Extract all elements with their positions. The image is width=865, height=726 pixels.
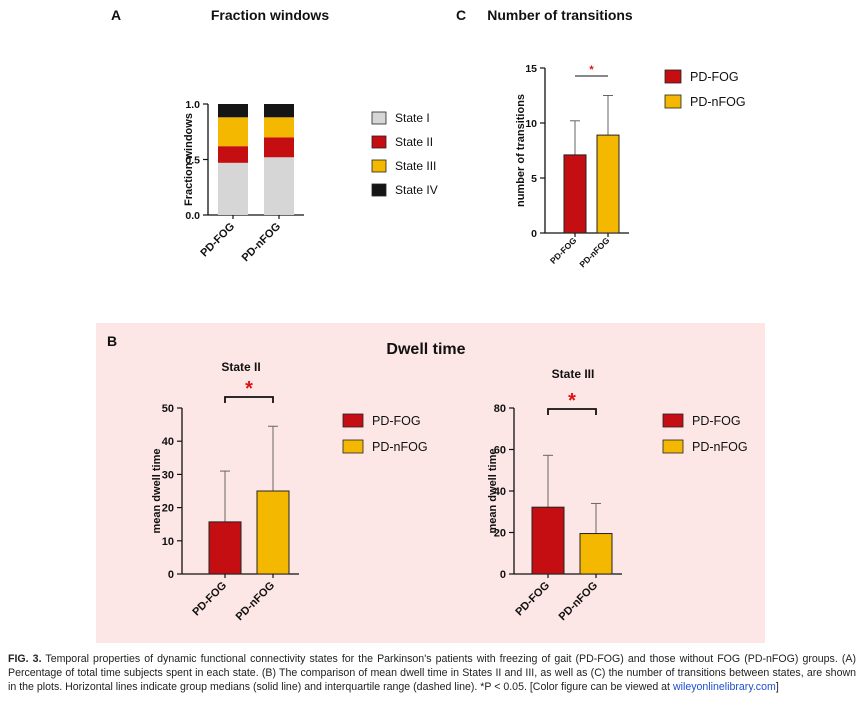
chart-number-of-transitions: C Number of transitions 0 5 10 15 number of tr… <box>456 7 746 269</box>
chart-fraction-windows: A Fraction windows 0.0 0.5 1.0 Fraction windo… <box>111 7 438 264</box>
y-tick-label: 80 <box>494 403 506 415</box>
y-axis-label: Fraction windows <box>183 113 195 206</box>
y-tick-label: 15 <box>525 63 537 75</box>
x-tick-label: PD-FOG <box>548 235 579 266</box>
legend-swatch <box>371 183 387 197</box>
panel-label: C <box>456 7 466 23</box>
x-tick-label: PD-nFOG <box>240 221 283 264</box>
legend-swatch <box>371 159 387 173</box>
panel-label: B <box>107 333 117 349</box>
legend-label: State III <box>395 159 436 173</box>
bar <box>596 134 620 234</box>
legend-swatch <box>662 413 684 428</box>
x-tick-label: PD-nFOG <box>577 235 611 269</box>
y-tick-label: 40 <box>162 436 174 448</box>
y-tick-label: 20 <box>162 503 174 515</box>
bar-segment <box>264 104 294 118</box>
legend-swatch <box>342 439 364 454</box>
group-title: Dwell time <box>386 341 465 358</box>
y-axis-label: mean dwell time <box>487 449 499 534</box>
chart-title: State III <box>552 367 595 381</box>
legend-label: PD-FOG <box>692 414 741 428</box>
significance-bracket <box>224 396 274 403</box>
bar-segment <box>264 137 294 158</box>
chart-title: Fraction windows <box>211 7 329 23</box>
bar <box>531 506 565 575</box>
bar <box>563 154 587 234</box>
legend-label: State IV <box>395 183 438 197</box>
y-tick-label: 40 <box>494 486 506 498</box>
y-tick-label: 1.0 <box>185 99 200 111</box>
bar-segment <box>264 117 294 138</box>
legend-label: State I <box>395 111 430 125</box>
bar <box>256 490 290 575</box>
y-axis-label: number of transitions <box>515 94 527 207</box>
bar-segment <box>218 162 248 215</box>
y-tick-label: 60 <box>494 445 506 457</box>
x-tick-label: PD-FOG <box>198 221 237 260</box>
significance-marker: * <box>568 390 576 412</box>
y-tick-label: 0.0 <box>185 210 200 222</box>
y-tick-label: 50 <box>162 403 174 415</box>
legend-label: PD-nFOG <box>372 440 428 454</box>
caption-label: FIG. 3. <box>8 653 42 665</box>
panel-label: A <box>111 7 121 23</box>
significance-bracket <box>547 408 597 415</box>
caption-end: ] <box>775 681 779 693</box>
legend-swatch <box>662 439 684 454</box>
legend-label: State II <box>395 135 433 149</box>
bar <box>579 533 613 575</box>
legend-swatch <box>371 135 387 149</box>
legend-label: PD-FOG <box>690 70 739 84</box>
legend-swatch <box>342 413 364 428</box>
bar-segment <box>264 157 294 215</box>
y-tick-label: 0.5 <box>185 155 200 167</box>
y-axis-label: mean dwell time <box>151 449 163 534</box>
figure: A Fraction windows 0.0 0.5 1.0 Fraction windo… <box>96 7 765 643</box>
chart-title: State II <box>221 360 260 374</box>
bar <box>208 521 242 575</box>
significance-marker: * <box>245 378 253 400</box>
y-tick-label: 10 <box>162 536 174 548</box>
y-tick-label: 20 <box>494 528 506 540</box>
chart-title: Number of transitions <box>487 7 633 23</box>
caption-text: Temporal properties of dynamic functiona… <box>8 653 856 693</box>
legend-label: PD-nFOG <box>692 440 748 454</box>
legend-swatch <box>664 69 682 84</box>
bar-segment <box>218 104 248 118</box>
legend-label: PD-FOG <box>372 414 421 428</box>
bar-segment <box>218 117 248 147</box>
legend-swatch <box>371 111 387 125</box>
bar-segment <box>218 146 248 163</box>
figure-caption: FIG. 3. Temporal properties of dynamic f… <box>8 652 856 694</box>
y-tick-label: 5 <box>531 173 537 185</box>
caption-link[interactable]: wileyonlinelibrary.com <box>672 681 776 693</box>
y-tick-label: 0 <box>500 569 506 581</box>
significance-marker: * <box>589 64 594 76</box>
legend-label: PD-nFOG <box>690 95 746 109</box>
y-tick-label: 30 <box>162 469 174 481</box>
y-tick-label: 0 <box>168 569 174 581</box>
y-tick-label: 0 <box>531 228 537 240</box>
y-tick-label: 10 <box>525 118 537 130</box>
panel-b-background <box>96 323 765 643</box>
legend-swatch <box>664 94 682 109</box>
